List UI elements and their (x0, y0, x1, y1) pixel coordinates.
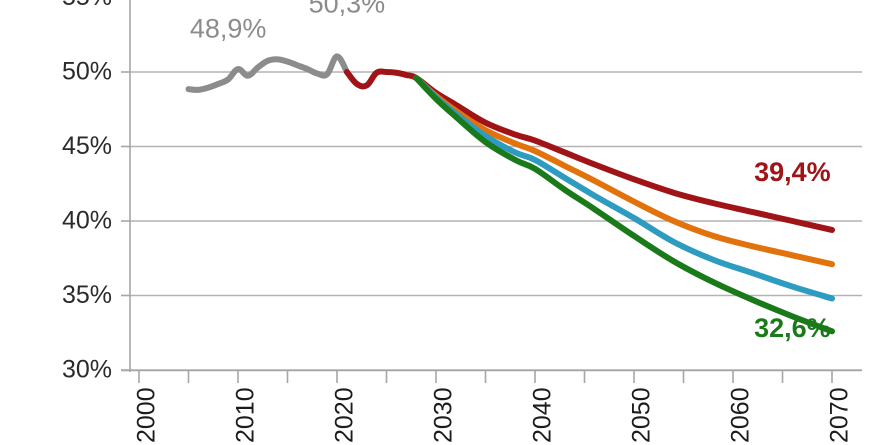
axis-lines (121, 0, 862, 372)
y-axis-labels: 55% 50% 45% 40% 35% 30% (62, 0, 112, 384)
x-axis-tick-label: 2010 (232, 387, 260, 443)
y-axis-tick-label: 45% (62, 132, 112, 160)
series-line-scenario-mid-low (413, 74, 835, 302)
y-axis-tick-marks (121, 71, 130, 371)
x-axis-tick-label: 2040 (529, 387, 557, 443)
x-axis-tick-label: 2020 (331, 387, 359, 443)
data-series (185, 53, 835, 335)
annotation-historical-start: 48,9% (190, 14, 267, 44)
annotation-historical-peak: 50,3% (309, 0, 386, 18)
y-axis-tick-label: 55% (62, 0, 112, 11)
x-axis-labels: 2000 2010 2020 2030 2040 2050 2060 2070 (133, 387, 854, 443)
y-axis-tick-label: 40% (62, 207, 112, 235)
gridlines (130, 71, 862, 371)
series-line-scenario-high (343, 68, 835, 233)
annotation-scenario-low-end: 32,6% (754, 313, 831, 343)
y-axis-tick-label: 50% (62, 58, 112, 86)
x-axis-tick-label: 2060 (727, 387, 755, 443)
y-axis-tick-label: 30% (62, 356, 112, 384)
series-line-scenario-low (413, 74, 835, 335)
data-annotations: 48,9% 50,3% 39,4% 32,6% (190, 0, 831, 343)
x-axis-tick-marks (138, 370, 833, 383)
x-axis-tick-label: 2000 (133, 387, 161, 443)
y-axis-tick-label: 35% (62, 281, 112, 309)
x-axis-tick-label: 2030 (430, 387, 458, 443)
annotation-scenario-high-end: 39,4% (754, 157, 831, 187)
series-line-historical (185, 53, 350, 93)
x-axis-tick-label: 2050 (628, 387, 656, 443)
x-axis-tick-label: 2070 (826, 387, 854, 443)
